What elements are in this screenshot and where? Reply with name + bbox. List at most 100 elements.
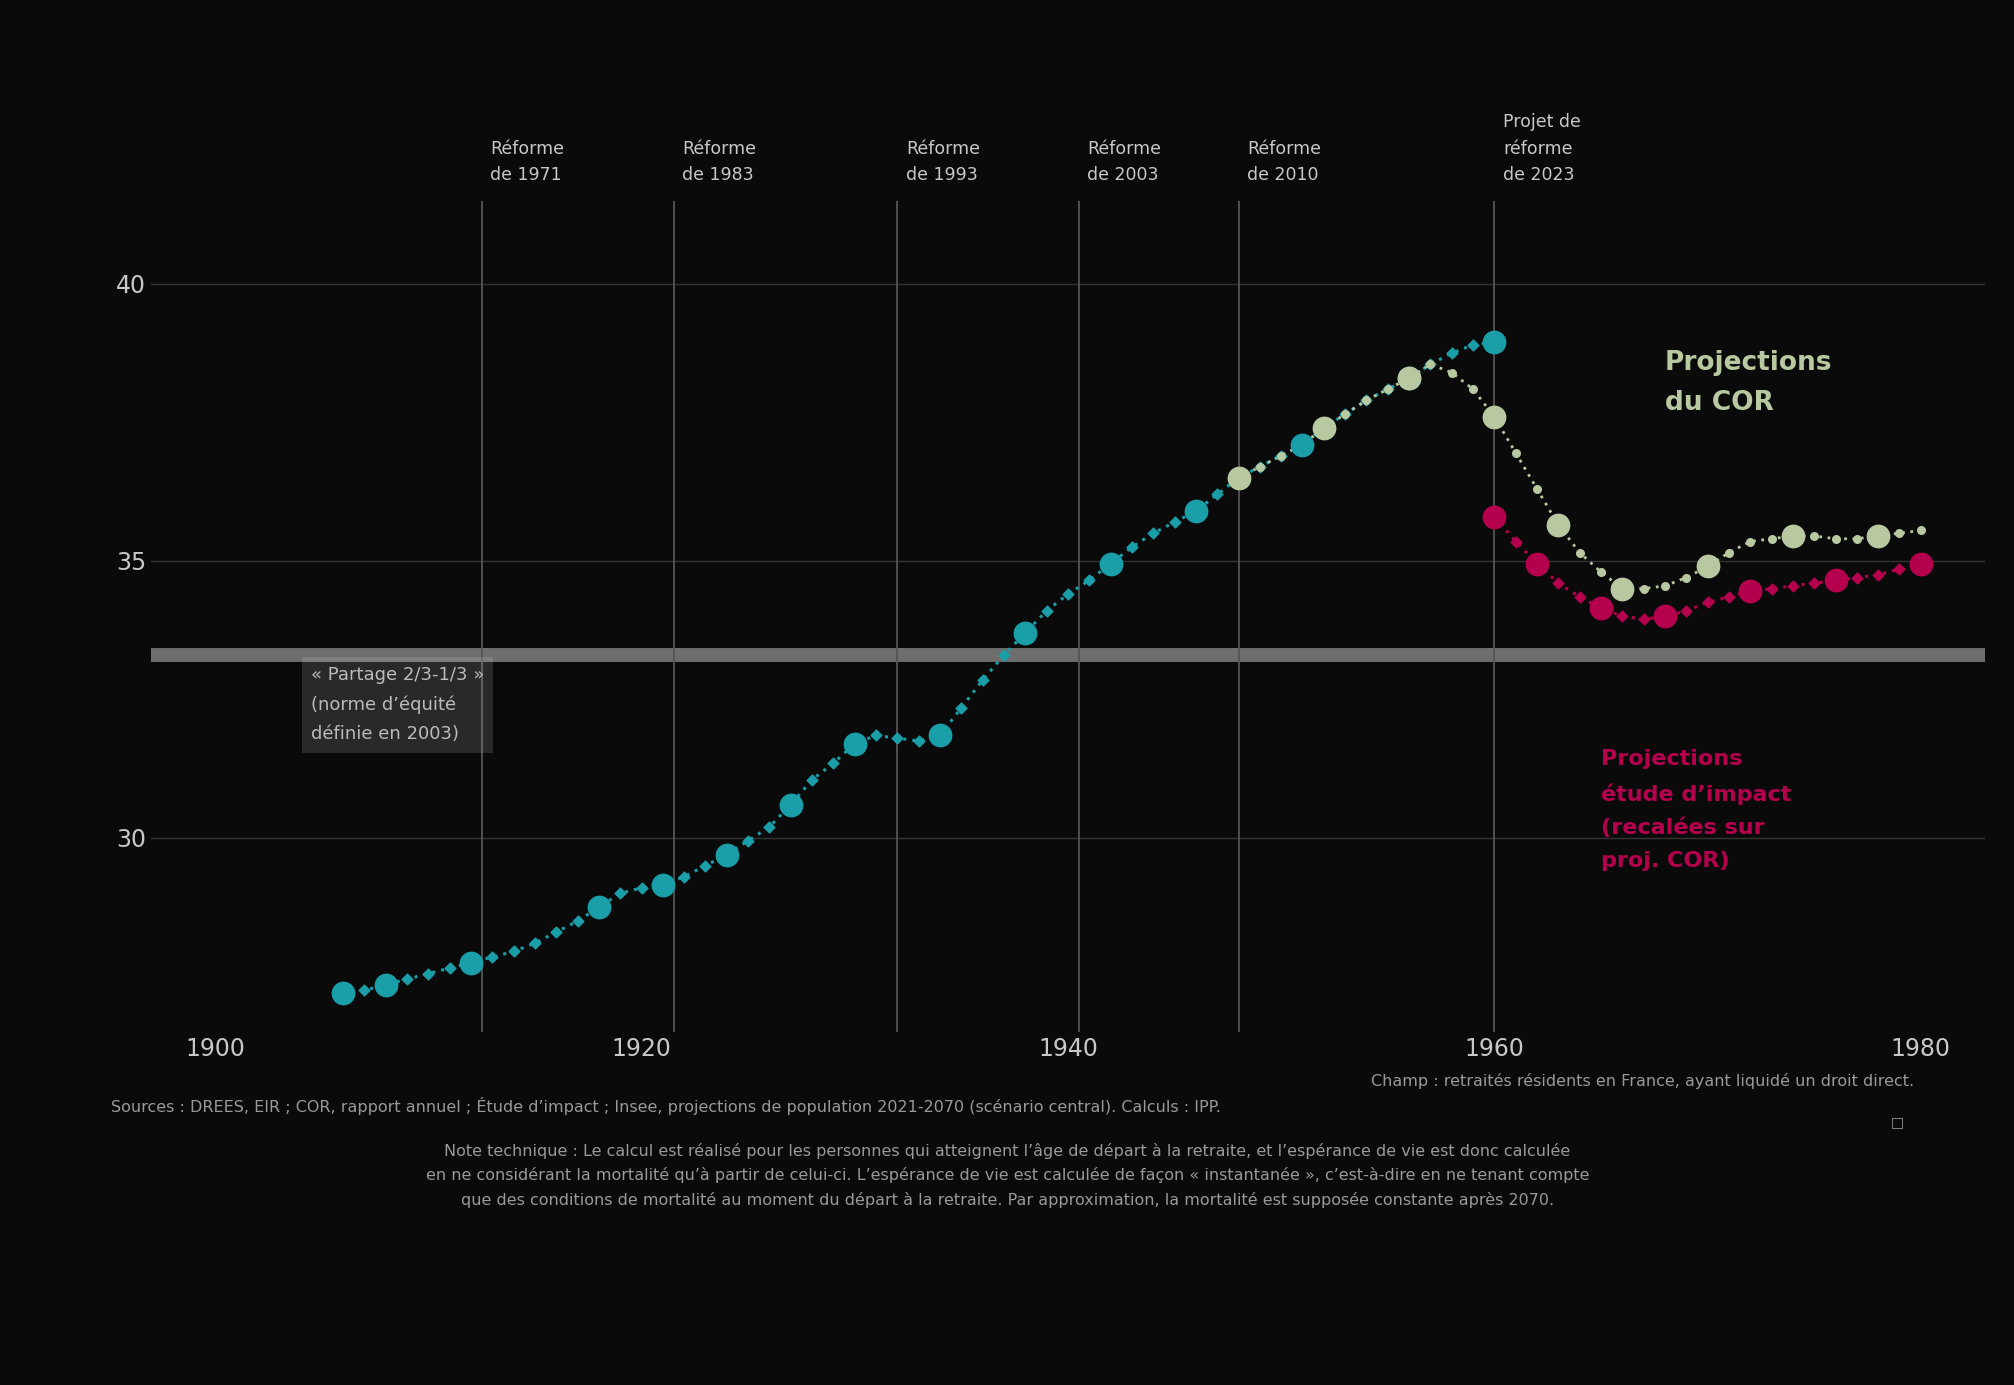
Point	[1883, 558, 1915, 580]
Point	[838, 733, 870, 755]
Point	[369, 974, 401, 996]
Point	[1605, 578, 1637, 600]
Point	[1690, 555, 1722, 578]
Point	[455, 951, 487, 974]
Text: Note technique : Le calcul est réalisé pour les personnes qui atteignent l’âge d: Note technique : Le calcul est réalisé p…	[425, 1143, 1589, 1208]
Point	[1627, 608, 1660, 630]
Point	[1776, 575, 1809, 597]
Point	[1372, 378, 1404, 400]
Point	[1861, 564, 1893, 586]
Text: Sources : DREES, EIR ; COR, rapport annuel ; Étude d’impact ; Insee, projections: Sources : DREES, EIR ; COR, rapport annu…	[111, 1097, 1220, 1115]
Point	[1051, 583, 1084, 605]
Point	[562, 910, 594, 932]
Point	[1647, 605, 1680, 627]
Point	[689, 855, 721, 877]
Point	[1478, 406, 1510, 428]
Point	[518, 932, 550, 954]
Point	[1456, 378, 1488, 400]
Text: Réforme
de 1983: Réforme de 1983	[681, 140, 755, 184]
Point	[1647, 575, 1680, 597]
Point	[818, 752, 850, 774]
Point	[1307, 417, 1339, 439]
Point	[1094, 553, 1126, 575]
Point	[753, 816, 785, 838]
Point	[1498, 442, 1531, 464]
Point	[1605, 605, 1637, 627]
Text: Réforme
de 1971: Réforme de 1971	[489, 140, 564, 184]
Point	[1521, 553, 1553, 575]
Point	[1541, 514, 1573, 536]
Point	[1158, 511, 1190, 533]
Point	[1178, 500, 1210, 522]
Point	[1883, 522, 1915, 544]
Point	[945, 697, 977, 719]
Point	[1563, 586, 1595, 608]
Point	[1478, 506, 1510, 528]
Point	[1265, 445, 1297, 467]
Point	[1009, 622, 1041, 644]
Point	[1222, 467, 1255, 489]
Point	[1712, 542, 1744, 564]
Point	[1841, 528, 1873, 550]
Point	[1521, 478, 1553, 500]
Point	[1029, 600, 1061, 622]
Text: Réforme
de 2010: Réforme de 2010	[1247, 140, 1321, 184]
Point	[924, 724, 957, 747]
Point	[1861, 525, 1893, 547]
Point	[1670, 600, 1702, 622]
Point	[582, 896, 614, 918]
Point	[433, 957, 465, 979]
Point	[1563, 542, 1595, 564]
Point	[1478, 331, 1510, 353]
Point	[1776, 525, 1809, 547]
Point	[1243, 456, 1275, 478]
Point	[1796, 525, 1829, 547]
Point	[1456, 334, 1488, 356]
Point	[497, 940, 530, 963]
Text: Projections
du COR: Projections du COR	[1664, 350, 1831, 417]
Point	[860, 724, 892, 747]
Point	[1285, 434, 1317, 456]
Point	[391, 968, 423, 990]
Point	[711, 843, 743, 866]
Text: Projections
étude d’impact
(recalées sur
proj. COR): Projections étude d’impact (recalées sur…	[1601, 749, 1790, 871]
Point	[348, 979, 381, 1001]
Point	[1670, 566, 1702, 589]
Point	[1754, 528, 1786, 550]
Point	[1690, 591, 1722, 614]
Point	[1349, 389, 1382, 411]
Point	[1585, 561, 1617, 583]
Point	[1116, 536, 1148, 558]
Point	[669, 866, 701, 888]
Text: □: □	[1889, 1115, 1903, 1129]
Point	[1349, 389, 1382, 411]
Point	[1200, 483, 1233, 506]
Point	[987, 644, 1019, 666]
Point	[1819, 569, 1851, 591]
Point	[1434, 342, 1466, 364]
Point	[475, 946, 508, 968]
Point	[1372, 378, 1404, 400]
Text: Réforme
de 2003: Réforme de 2003	[1088, 140, 1160, 184]
Point	[773, 794, 806, 816]
Point	[1841, 566, 1873, 589]
Point	[1627, 578, 1660, 600]
Point	[1903, 519, 1935, 542]
Point	[540, 921, 572, 943]
Point	[1392, 367, 1424, 389]
Point	[796, 769, 828, 791]
Point	[1329, 403, 1361, 425]
Point	[1712, 586, 1744, 608]
Point	[1073, 569, 1106, 591]
Text: Champ : retraités résidents en France, ayant liquidé un droit direct.: Champ : retraités résidents en France, a…	[1370, 1073, 1913, 1090]
Point	[1307, 417, 1339, 439]
Point	[1541, 572, 1573, 594]
Point	[1265, 445, 1297, 467]
Point	[1796, 572, 1829, 594]
Text: Réforme
de 1993: Réforme de 1993	[906, 140, 979, 184]
Point	[1434, 361, 1466, 384]
Point	[1734, 580, 1766, 602]
Text: « Partage 2/3-1/3 »
(norme d’équité
définie en 2003): « Partage 2/3-1/3 » (norme d’équité défi…	[310, 666, 483, 744]
Point	[413, 963, 445, 985]
Point	[646, 874, 679, 896]
